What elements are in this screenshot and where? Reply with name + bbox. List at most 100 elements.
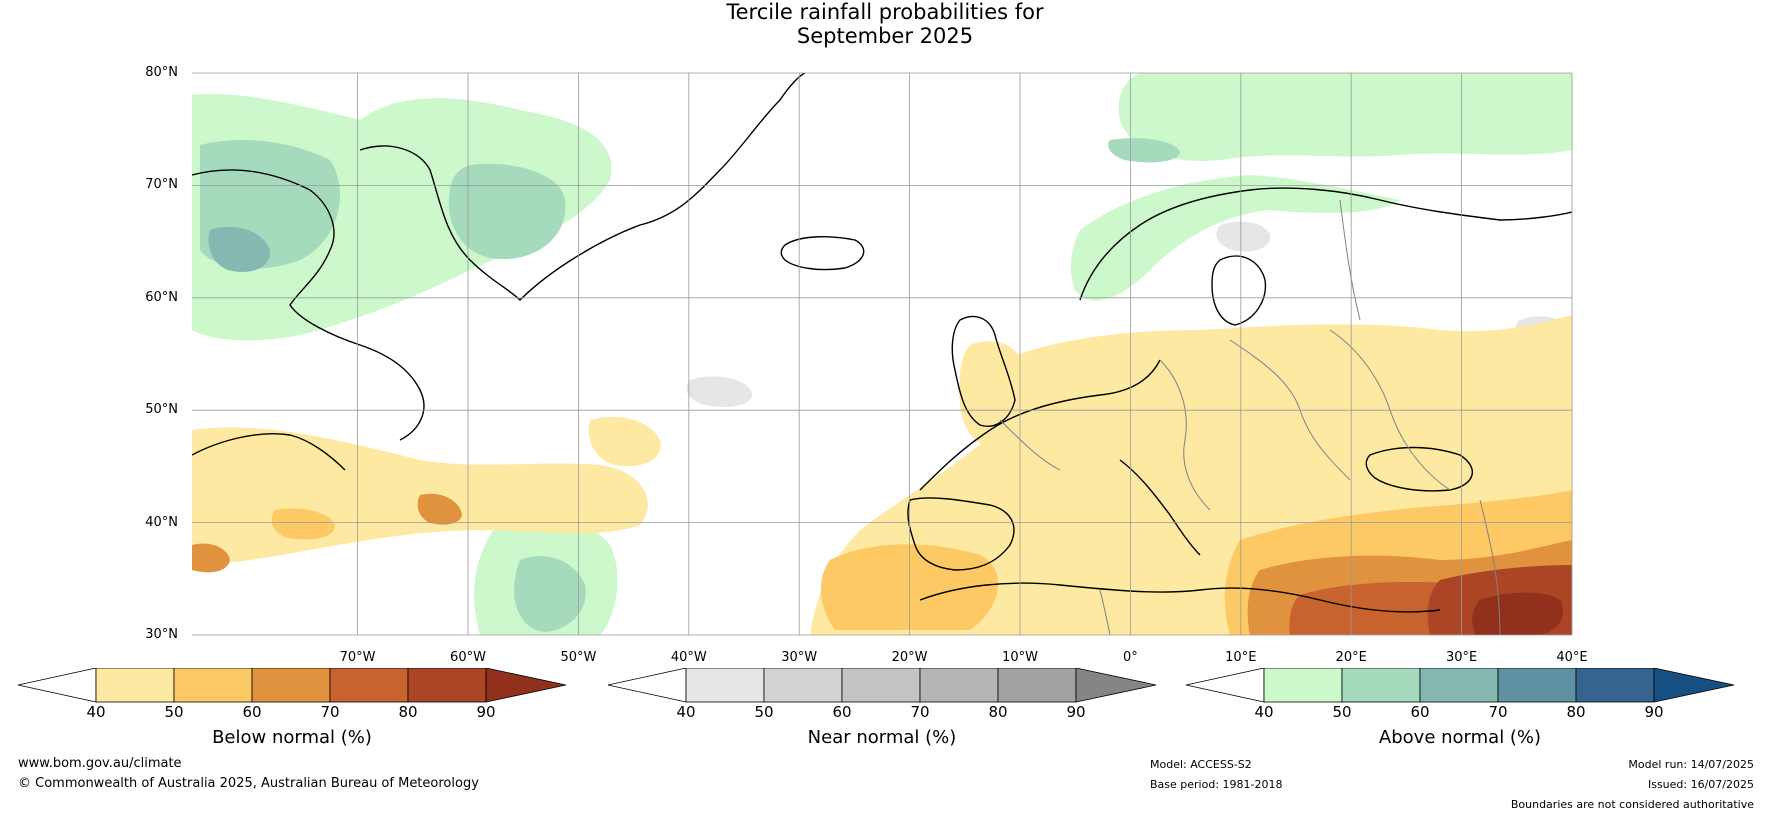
- above-normal-region-norway: [1070, 175, 1400, 301]
- colorbar-above-bin-70-80: [1497, 668, 1577, 703]
- longitude-label: 70°W: [339, 650, 376, 665]
- longitude-label: 60°W: [450, 650, 486, 665]
- colorbar-below-bin-40-50: [95, 668, 175, 703]
- colorbar-near-tick: 50: [754, 703, 774, 721]
- colorbar-above-tick: 90: [1644, 703, 1664, 721]
- colorbar-below-bin-60-70: [251, 668, 331, 703]
- latitude-label: 60°N: [145, 289, 178, 305]
- above-normal-region-north-atlantic-dark: [514, 556, 586, 632]
- boundary-line-1: [1159, 359, 1211, 511]
- colorbar-below-tick: 60: [242, 703, 262, 721]
- colorbar-near-tick: 80: [988, 703, 1008, 721]
- latitude-label: 40°N: [145, 514, 178, 530]
- colorbar-near-extend-max: [1075, 668, 1157, 703]
- colorbar-above-bin-60-70: [1419, 668, 1499, 703]
- footer-website: www.bom.gov.au/climate: [18, 756, 182, 771]
- coastline-canada-arctic: [192, 169, 425, 441]
- coastline-us-east: [192, 433, 346, 471]
- coastline-scandinavia-inner: [1211, 255, 1267, 326]
- below-normal-region-orange-atlantic: [271, 508, 336, 540]
- map-title-line-2: September 2025: [796, 24, 974, 48]
- colorbar-near-title: Near normal (%): [807, 727, 957, 748]
- longitude-label: 30°W: [781, 650, 818, 665]
- latitude-label: 80°N: [145, 65, 178, 80]
- colorbar-near-normal: [607, 668, 1157, 703]
- coastline-greenland: [359, 73, 806, 301]
- longitude-label: 20°W: [891, 650, 928, 665]
- colorbar-below-tick: 90: [476, 703, 496, 721]
- colorbar-above-tick: 50: [1332, 703, 1352, 721]
- boundary-line-5: [1479, 499, 1501, 635]
- colorbar-below-extend-min: [17, 668, 97, 703]
- colorbar-near-bin-70-80: [919, 668, 999, 703]
- below-normal-region-mid-atlantic: [588, 416, 661, 467]
- near-normal-patch-1: [686, 376, 753, 407]
- coastline-north-africa: [919, 582, 1441, 613]
- colorbar-below-bin-50-60: [173, 668, 253, 703]
- above-normal-region-greenland-east: [448, 163, 566, 260]
- colorbar-below-tick: 50: [164, 703, 184, 721]
- map-title: Tercile rainfall probabilities for Septe…: [0, 0, 1770, 48]
- above-normal-region-arctic: [1118, 73, 1572, 161]
- boundary-line-6: [1099, 589, 1111, 635]
- gridlines: [192, 72, 1573, 636]
- longitude-label: 20°E: [1335, 650, 1367, 665]
- colorbar-above-bin-50-60: [1341, 668, 1421, 703]
- coastline-black-sea: [1365, 446, 1473, 492]
- boundary-line-4: [1339, 199, 1361, 321]
- footer-copyright: © Commonwealth of Australia 2025, Austra…: [18, 776, 479, 791]
- colorbar-near-bin-80-90: [997, 668, 1077, 703]
- below-normal-region-us-coast: [192, 543, 230, 573]
- longitude-label: 40°E: [1556, 650, 1588, 665]
- coastline-iberia: [907, 497, 1015, 571]
- longitude-label: 10°E: [1225, 650, 1257, 665]
- colorbar-above-tick: 70: [1488, 703, 1508, 721]
- below-normal-region-levant-core: [1472, 592, 1564, 635]
- colorbar-above-normal: [1185, 668, 1735, 703]
- below-normal-region-atlantic-dark: [417, 493, 462, 525]
- colorbar-near-tick: 40: [676, 703, 696, 721]
- footer-base-period: Base period: 1981-2018: [1150, 778, 1283, 791]
- colorbar-below-tick: 40: [86, 703, 106, 721]
- coastline-iceland: [780, 236, 865, 271]
- colorbar-near-tick: 90: [1066, 703, 1086, 721]
- map-title-line-1: Tercile rainfall probabilities for: [726, 0, 1044, 24]
- probability-shading: [192, 73, 1572, 635]
- footer-model-run: Model run: 14/07/2025: [1628, 758, 1754, 771]
- colorbar-below-title: Below normal (%): [212, 727, 372, 748]
- footer-issued: Issued: 16/07/2025: [1647, 778, 1754, 791]
- colorbar-above-tick: 40: [1254, 703, 1274, 721]
- footer-disclaimer: Boundaries are not considered authoritat…: [1510, 798, 1754, 811]
- colorbar-near-extend-min: [607, 668, 687, 703]
- colorbar-below-tick: 70: [320, 703, 340, 721]
- colorbar-below-extend-max: [485, 668, 567, 703]
- above-normal-region-labrador: [208, 226, 271, 272]
- longitude-label: 10°W: [1002, 650, 1038, 665]
- colorbar-near-bin-40-50: [685, 668, 765, 703]
- colorbar-above-tick: 80: [1566, 703, 1586, 721]
- coastline-italy: [1119, 459, 1201, 556]
- colorbar-below-bin-80-90: [407, 668, 487, 703]
- longitude-label: 30°E: [1445, 650, 1478, 665]
- longitude-label: 0°: [1123, 650, 1138, 665]
- latitude-label: 30°N: [145, 627, 178, 642]
- boundary-line-7: [999, 419, 1061, 471]
- coastline-norway-sweden: [1079, 187, 1572, 301]
- footer-model: Model: ACCESS-S2: [1150, 758, 1252, 771]
- colorbar-near-tick: 60: [832, 703, 852, 721]
- latitude-label: 70°N: [145, 177, 178, 193]
- colorbar-near-tick: 70: [910, 703, 930, 721]
- colorbar-near-bin-50-60: [763, 668, 843, 703]
- above-normal-region-arctic-dark: [1108, 138, 1180, 163]
- colorbar-above-bin-40-50: [1263, 668, 1343, 703]
- colorbar-above-bin-80-90: [1575, 668, 1655, 703]
- colorbar-above-title: Above normal (%): [1378, 727, 1542, 748]
- colorbar-above-extend-max: [1653, 668, 1735, 703]
- colorbar-above-tick: 60: [1410, 703, 1430, 721]
- coastlines: [192, 73, 1572, 613]
- colorbar-below-bin-70-80: [329, 668, 409, 703]
- latitude-label: 50°N: [145, 402, 178, 418]
- coastline-europe-west: [919, 359, 1161, 491]
- colorbar-below-normal: [17, 668, 567, 703]
